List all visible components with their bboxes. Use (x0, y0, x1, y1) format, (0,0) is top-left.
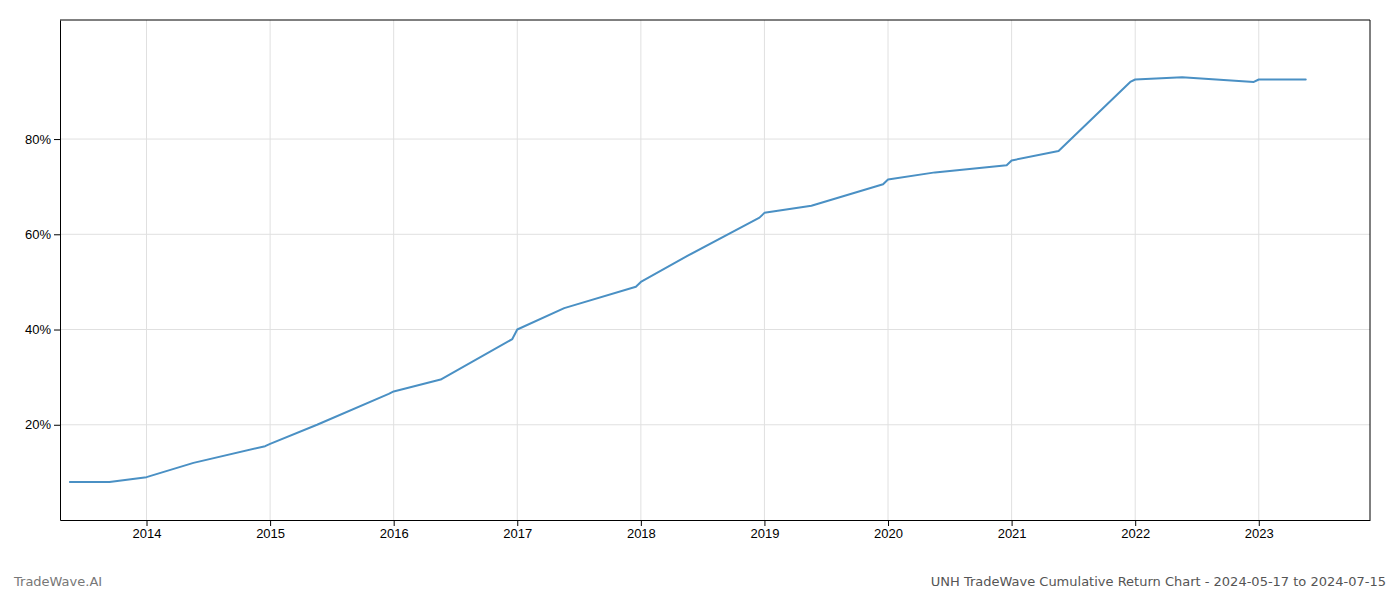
x-tick: 2020 (874, 520, 903, 541)
y-tick-label: 20% (25, 417, 51, 432)
y-tick-mark (54, 234, 60, 235)
y-tick-mark (54, 425, 60, 426)
x-tick-mark (764, 520, 765, 526)
grid-line (393, 20, 394, 520)
x-tick-label: 2017 (503, 526, 532, 541)
x-tick-label: 2014 (133, 526, 162, 541)
x-tick-mark (1259, 520, 1260, 526)
y-tick-mark (54, 330, 60, 331)
frame-right (1370, 20, 1371, 520)
x-tick-mark (888, 520, 889, 526)
x-tick: 2018 (627, 520, 656, 541)
grid-line (60, 329, 1370, 330)
y-tick: 80% (25, 132, 60, 147)
x-tick: 2016 (380, 520, 409, 541)
grid-line (517, 20, 518, 520)
x-tick: 2017 (503, 520, 532, 541)
x-tick-label: 2022 (1121, 526, 1150, 541)
grid-line (1258, 20, 1259, 520)
chart: 2014 2015 2016 2017 2018 2019 2020 2021 2022 2023… (0, 0, 1400, 600)
grid (60, 20, 1370, 520)
y-tick-label: 80% (25, 132, 51, 147)
x-tick: 2023 (1245, 520, 1274, 541)
x-tick: 2019 (750, 520, 779, 541)
annotation: TradeWave.AI (13, 574, 102, 589)
grid-line (888, 20, 889, 520)
x-tick-mark (270, 520, 271, 526)
grid-line (640, 20, 641, 520)
x-tick-label: 2020 (874, 526, 903, 541)
x-tick-label: 2023 (1245, 526, 1274, 541)
y-tick: 60% (25, 227, 60, 242)
grid-line (764, 20, 765, 520)
plot: 2014 2015 2016 2017 2018 2019 2020 2021 2022 2023… (25, 20, 1371, 541)
x-tick-mark (517, 520, 518, 526)
y-tick: 20% (25, 417, 60, 432)
y-axis-line (60, 21, 61, 521)
x-tick-label: 2018 (627, 526, 656, 541)
line (70, 77, 1306, 482)
frame-top (60, 20, 1370, 21)
title: UNH TradeWave Cumulative Return Chart - … (931, 574, 1386, 589)
x-tick-mark (641, 520, 642, 526)
x-tick-label: 2021 (998, 526, 1027, 541)
x-tick: 2014 (133, 520, 162, 541)
grid-line (146, 20, 147, 520)
y-tick-label: 40% (25, 322, 51, 337)
x-tick-mark (1135, 520, 1136, 526)
x-tick-label: 2016 (380, 526, 409, 541)
x-axis: 2014 2015 2016 2017 2018 2019 2020 2021 2022 2023 (61, 520, 1371, 541)
grid-line (60, 424, 1370, 425)
marks (70, 77, 1306, 482)
x-axis-line (61, 520, 1371, 521)
y-tick: 40% (25, 322, 60, 337)
x-tick: 2021 (998, 520, 1027, 541)
grid-line (60, 139, 1370, 140)
x-tick: 2015 (256, 520, 285, 541)
x-tick-label: 2015 (256, 526, 285, 541)
grid-line (1135, 20, 1136, 520)
x-tick-mark (147, 520, 148, 526)
x-tick-mark (1012, 520, 1013, 526)
y-tick-label: 60% (25, 227, 51, 242)
y-tick-mark (54, 139, 60, 140)
x-tick-label: 2019 (750, 526, 779, 541)
grid-line (1011, 20, 1012, 520)
x-tick: 2022 (1121, 520, 1150, 541)
grid-line (60, 234, 1370, 235)
y-axis: 20% 40% 60% 80% (25, 21, 61, 521)
x-tick-mark (394, 520, 395, 526)
